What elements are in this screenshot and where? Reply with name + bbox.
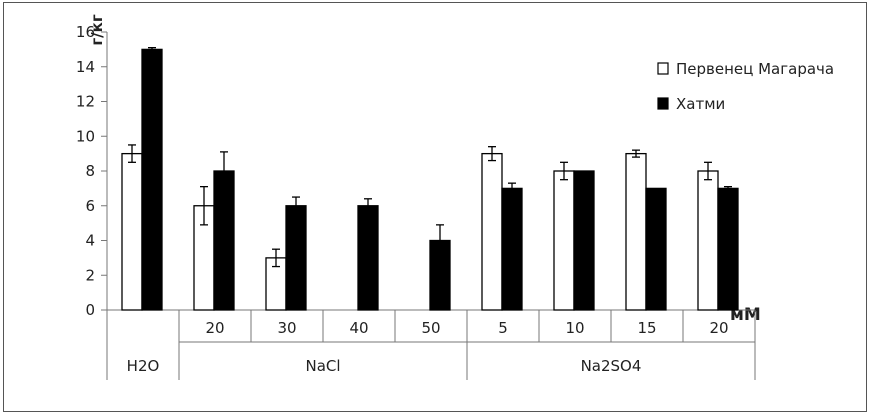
legend-label-series-1: Первенец Магарача	[676, 60, 834, 78]
x-tick-label: 15	[637, 319, 656, 337]
x-group-label: H2O	[127, 357, 160, 375]
bars	[121, 46, 739, 311]
bar-series-1	[121, 152, 143, 311]
y-axis-label: г/кг	[88, 14, 106, 45]
legend-swatch-series-2	[657, 97, 669, 110]
y-tick-label: 14	[76, 58, 95, 76]
y-tick-label: 8	[85, 162, 95, 180]
x-tick-label: 50	[421, 319, 440, 337]
y-tick-label: 12	[76, 93, 95, 111]
bar-series-2	[573, 170, 595, 311]
bar-series-2	[213, 170, 235, 311]
y-tick-label: 10	[76, 127, 95, 145]
bar-series-2	[501, 187, 523, 311]
y-tick-label: 4	[85, 232, 95, 250]
bar-series-2	[717, 187, 739, 311]
bar-series-2	[141, 48, 163, 311]
bar-series-2	[285, 205, 307, 311]
category-table: 20 30 40 50 5 10 15 20 H2O NaCl Na2SO4	[106, 310, 756, 380]
y-tick-label: 16	[76, 23, 95, 41]
bar-series-2	[357, 205, 379, 311]
bar-series-1	[697, 170, 719, 311]
x-tick-label: 5	[498, 319, 508, 337]
x-tick-label: 40	[349, 319, 368, 337]
x-tick-label: 20	[205, 319, 224, 337]
x-group-label: NaCl	[305, 357, 340, 375]
x-tick-label: 30	[277, 319, 296, 337]
legend: Первенец Магарача Хатми	[657, 60, 834, 113]
y-tick-label: 6	[85, 197, 95, 215]
bar-series-2	[645, 187, 667, 311]
bar-series-1	[481, 152, 503, 311]
y-tick-label: 2	[85, 266, 95, 284]
y-tick-label: 0	[85, 301, 95, 319]
x-tick-label: 20	[709, 319, 728, 337]
legend-swatch-series-1	[657, 62, 669, 75]
bar-series-1	[625, 152, 647, 311]
legend-label-series-2: Хатми	[676, 95, 725, 113]
x-group-label: Na2SO4	[581, 357, 642, 375]
bar-series-1	[553, 170, 575, 311]
x-tick-label: 10	[565, 319, 584, 337]
